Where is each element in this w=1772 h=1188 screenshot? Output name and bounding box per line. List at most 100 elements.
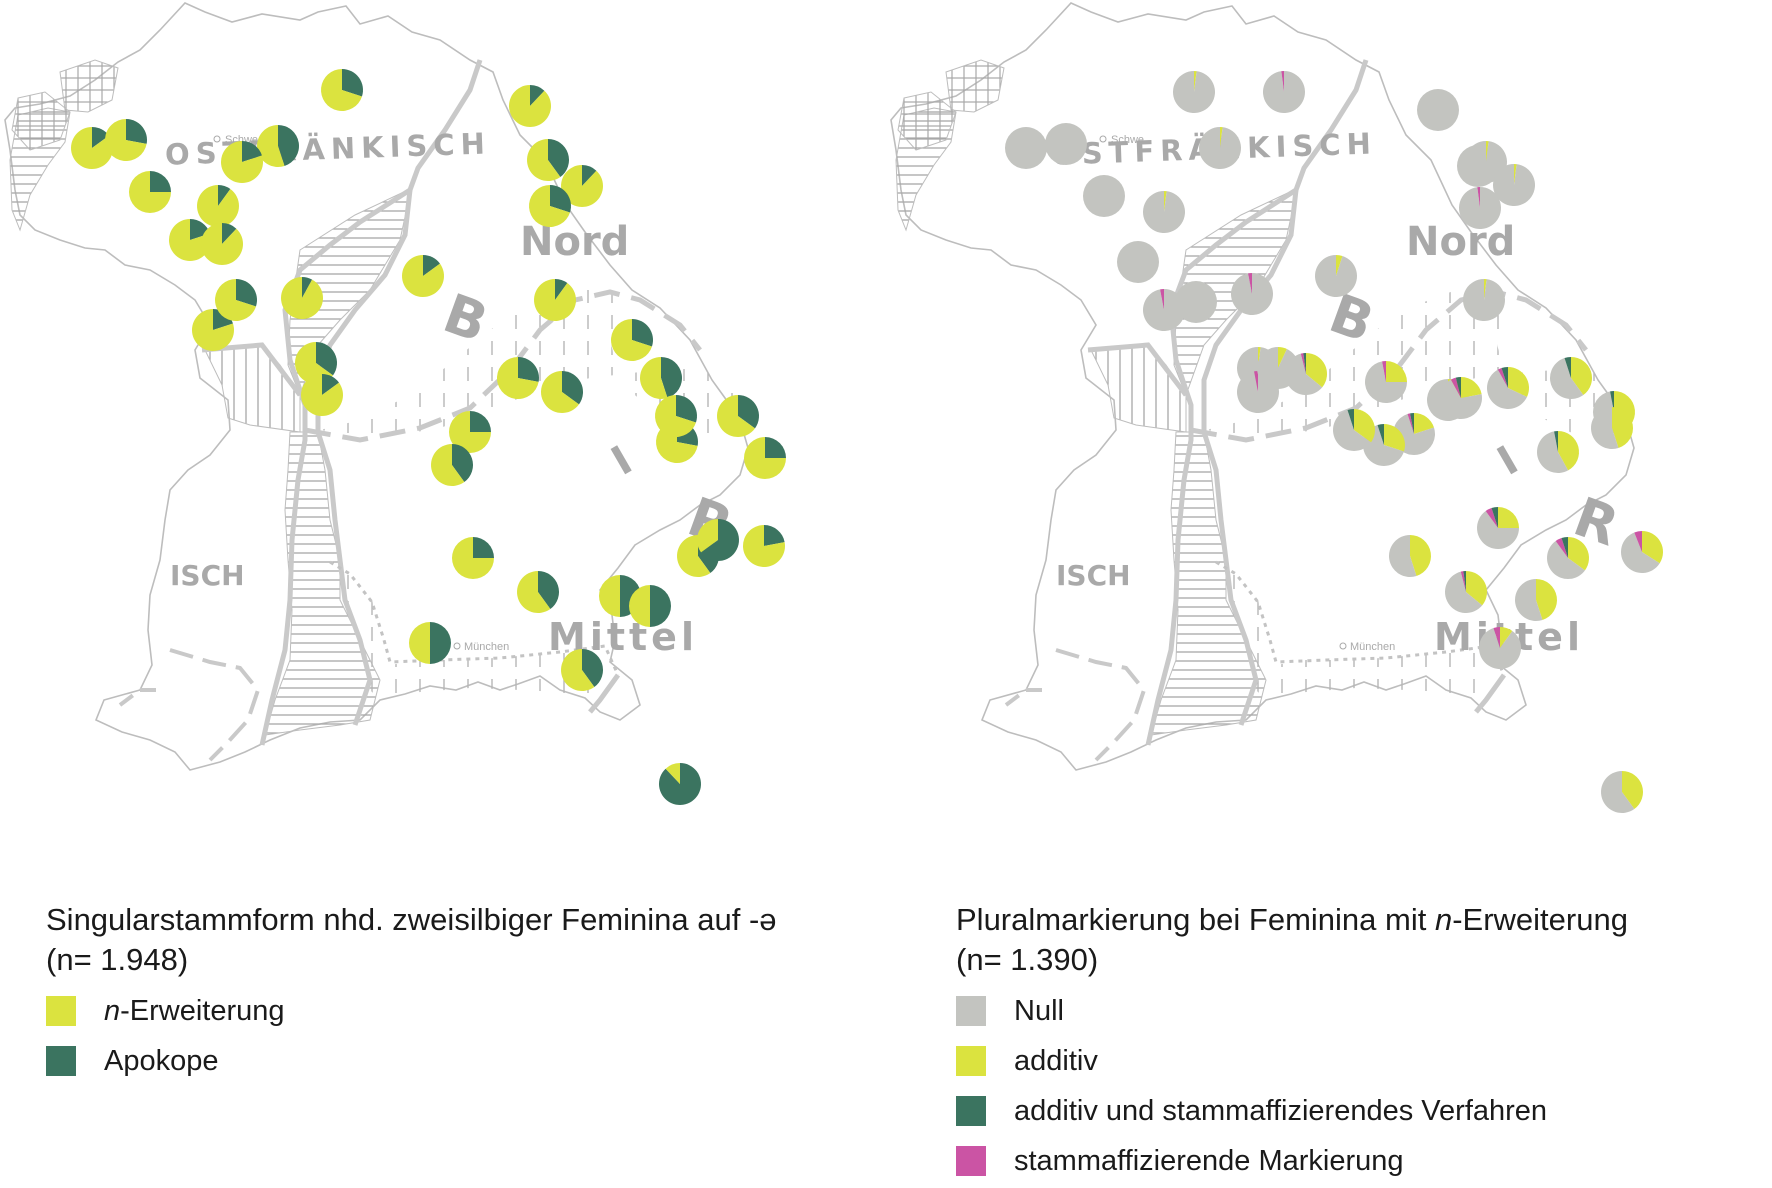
pie-slice-n-erweiterung bbox=[561, 165, 604, 207]
pie-slice-null bbox=[1143, 289, 1186, 331]
pie-slice-stammaff bbox=[1254, 371, 1258, 392]
left-title-schwa: ə bbox=[759, 902, 777, 937]
pie-slice-apokope bbox=[92, 127, 109, 148]
pie-slice-apokope bbox=[213, 309, 233, 330]
legend-label-additiv: additiv bbox=[1014, 1044, 1098, 1077]
pie-slice-null bbox=[1199, 127, 1241, 169]
pie-slice-additiv bbox=[1164, 191, 1167, 212]
pie-slice-null bbox=[1417, 89, 1459, 131]
pie-slice-null bbox=[1175, 281, 1217, 323]
pie-slice-stammaff bbox=[1160, 289, 1164, 310]
pie-slice-additiv bbox=[1414, 413, 1434, 434]
pie-slice-additiv bbox=[1571, 357, 1592, 395]
pie-slice-apokope bbox=[242, 141, 262, 162]
legend-label-stammaff: stammaffizierende Markierung bbox=[1014, 1144, 1404, 1177]
pie-slice-null bbox=[1547, 541, 1585, 579]
right-legend-title: Pluralmarkierung bei Feminina mit n-Erwe… bbox=[956, 900, 1772, 940]
pie-left-site-22 bbox=[611, 319, 653, 361]
pie-slice-n-erweiterung bbox=[257, 125, 285, 167]
swatch-n-erweiterung bbox=[46, 996, 76, 1026]
right-title-italic: n bbox=[1434, 902, 1453, 937]
pie-slice-n-erweiterung bbox=[517, 571, 551, 613]
city-dot-muenchen bbox=[453, 642, 461, 650]
pie-slice-n-erweiterung bbox=[528, 185, 570, 227]
pie-left-site-18 bbox=[294, 342, 337, 385]
pie-slice-additiv bbox=[1194, 71, 1197, 92]
pie-slice-n-erweiterung bbox=[301, 374, 343, 417]
pie-right-site-5 bbox=[1263, 71, 1305, 113]
pie-left-site-32 bbox=[743, 525, 786, 567]
pie-slice-additiv bbox=[1486, 141, 1489, 162]
pie-slice-null bbox=[1515, 579, 1543, 621]
pie-slice-apokope bbox=[701, 519, 739, 561]
pie-slice-stammaff bbox=[1407, 413, 1414, 434]
pie-slice-null bbox=[1591, 407, 1619, 449]
pie-slice-n-erweiterung bbox=[677, 535, 711, 577]
region-label-mittel: Mittel bbox=[548, 615, 698, 659]
pie-slice-null bbox=[1601, 771, 1635, 814]
pie-slice-apokope bbox=[222, 223, 237, 244]
pie-left-site-21 bbox=[541, 371, 583, 414]
region-label-nord: Nord bbox=[520, 219, 629, 265]
pie-slice-stammaff bbox=[1555, 538, 1568, 558]
pie-left-site-28 bbox=[744, 437, 786, 479]
pie-slice-n-erweiterung bbox=[509, 85, 551, 128]
pie-slice-apokope bbox=[738, 394, 760, 429]
pie-slice-null bbox=[1477, 511, 1519, 549]
region-label-i: I bbox=[604, 438, 640, 485]
pie-right-site-6 bbox=[1417, 89, 1459, 131]
pie-left-site-13 bbox=[281, 277, 323, 319]
pie-slice-apokope bbox=[322, 374, 339, 395]
pie-slice-n-erweiterung bbox=[611, 319, 652, 361]
pie-slice-null bbox=[1333, 410, 1371, 451]
right-map: OSTFRÄNKISCH Nord B I R Mittel ISCH Schw… bbox=[886, 0, 1663, 814]
left-map: OSTFRÄNKISCH Nord B I R Mittel ISCH Schw… bbox=[0, 0, 786, 805]
region-label-i: I bbox=[1490, 438, 1526, 485]
pie-slice-n-erweiterung bbox=[129, 171, 171, 213]
pie-slice-n-erweiterung bbox=[629, 585, 650, 627]
pie-left-site-23 bbox=[640, 357, 683, 399]
pie-left-site-40 bbox=[658, 763, 701, 805]
pie-slice-stammaff bbox=[1450, 377, 1461, 398]
legend-label-n-erweiterung: n-Erweiterung bbox=[104, 995, 285, 1028]
pie-slice-null bbox=[1231, 273, 1274, 315]
pie-slice-additiv bbox=[1612, 407, 1633, 448]
pie-slice-apokope bbox=[538, 571, 559, 609]
pie-slice-null bbox=[1621, 532, 1660, 573]
pie-right-site-16 bbox=[1143, 289, 1186, 331]
pie-slice-apokope bbox=[236, 279, 257, 307]
pie-slice-n-erweiterung bbox=[71, 127, 113, 169]
pie-slice-n-erweiterung bbox=[105, 119, 147, 161]
pie-slice-null bbox=[1005, 127, 1047, 169]
legend-item-null: Null bbox=[956, 986, 1772, 1036]
pie-slice-n-erweiterung bbox=[196, 185, 239, 228]
pie-slice-n-erweiterung bbox=[191, 309, 234, 351]
pie-right-site-13 bbox=[1231, 273, 1274, 315]
pie-slice-additiv bbox=[1386, 361, 1407, 382]
pie-slice-n-erweiterung bbox=[449, 411, 491, 453]
pie-slice-additiv-stammaff bbox=[1377, 424, 1384, 445]
pie-right-site-27 bbox=[1487, 367, 1529, 410]
pie-right-site-40 bbox=[1601, 771, 1644, 814]
pie-slice-n-erweiterung bbox=[665, 763, 680, 784]
pie-slice-apokope bbox=[302, 277, 313, 298]
swatch-additiv bbox=[956, 1046, 986, 1076]
pie-right-site-41 bbox=[1591, 407, 1633, 449]
pie-slice-n-erweiterung bbox=[201, 223, 244, 266]
city-label-schweinfurt: Schwe bbox=[1111, 134, 1144, 146]
pie-slice-n-erweiterung bbox=[717, 395, 755, 438]
pie-left-site-15 bbox=[533, 279, 576, 321]
pie-left-site-34 bbox=[629, 585, 671, 627]
pie-slice-apokope bbox=[423, 255, 440, 276]
pie-left-site-6 bbox=[201, 223, 244, 266]
pie-slice-apokope bbox=[582, 649, 603, 687]
region-label-isch: ISCH bbox=[170, 559, 245, 592]
pie-slice-null bbox=[1445, 571, 1483, 613]
pie-slice-n-erweiterung bbox=[169, 219, 211, 261]
pie-right-site-37 bbox=[1621, 531, 1663, 573]
pie-right-site-20 bbox=[1465, 141, 1508, 183]
pie-slice-null bbox=[1440, 379, 1482, 419]
pie-slice-null bbox=[1479, 628, 1521, 669]
pie-slice-additiv bbox=[1484, 279, 1487, 300]
pie-slice-n-erweiterung bbox=[402, 255, 444, 297]
